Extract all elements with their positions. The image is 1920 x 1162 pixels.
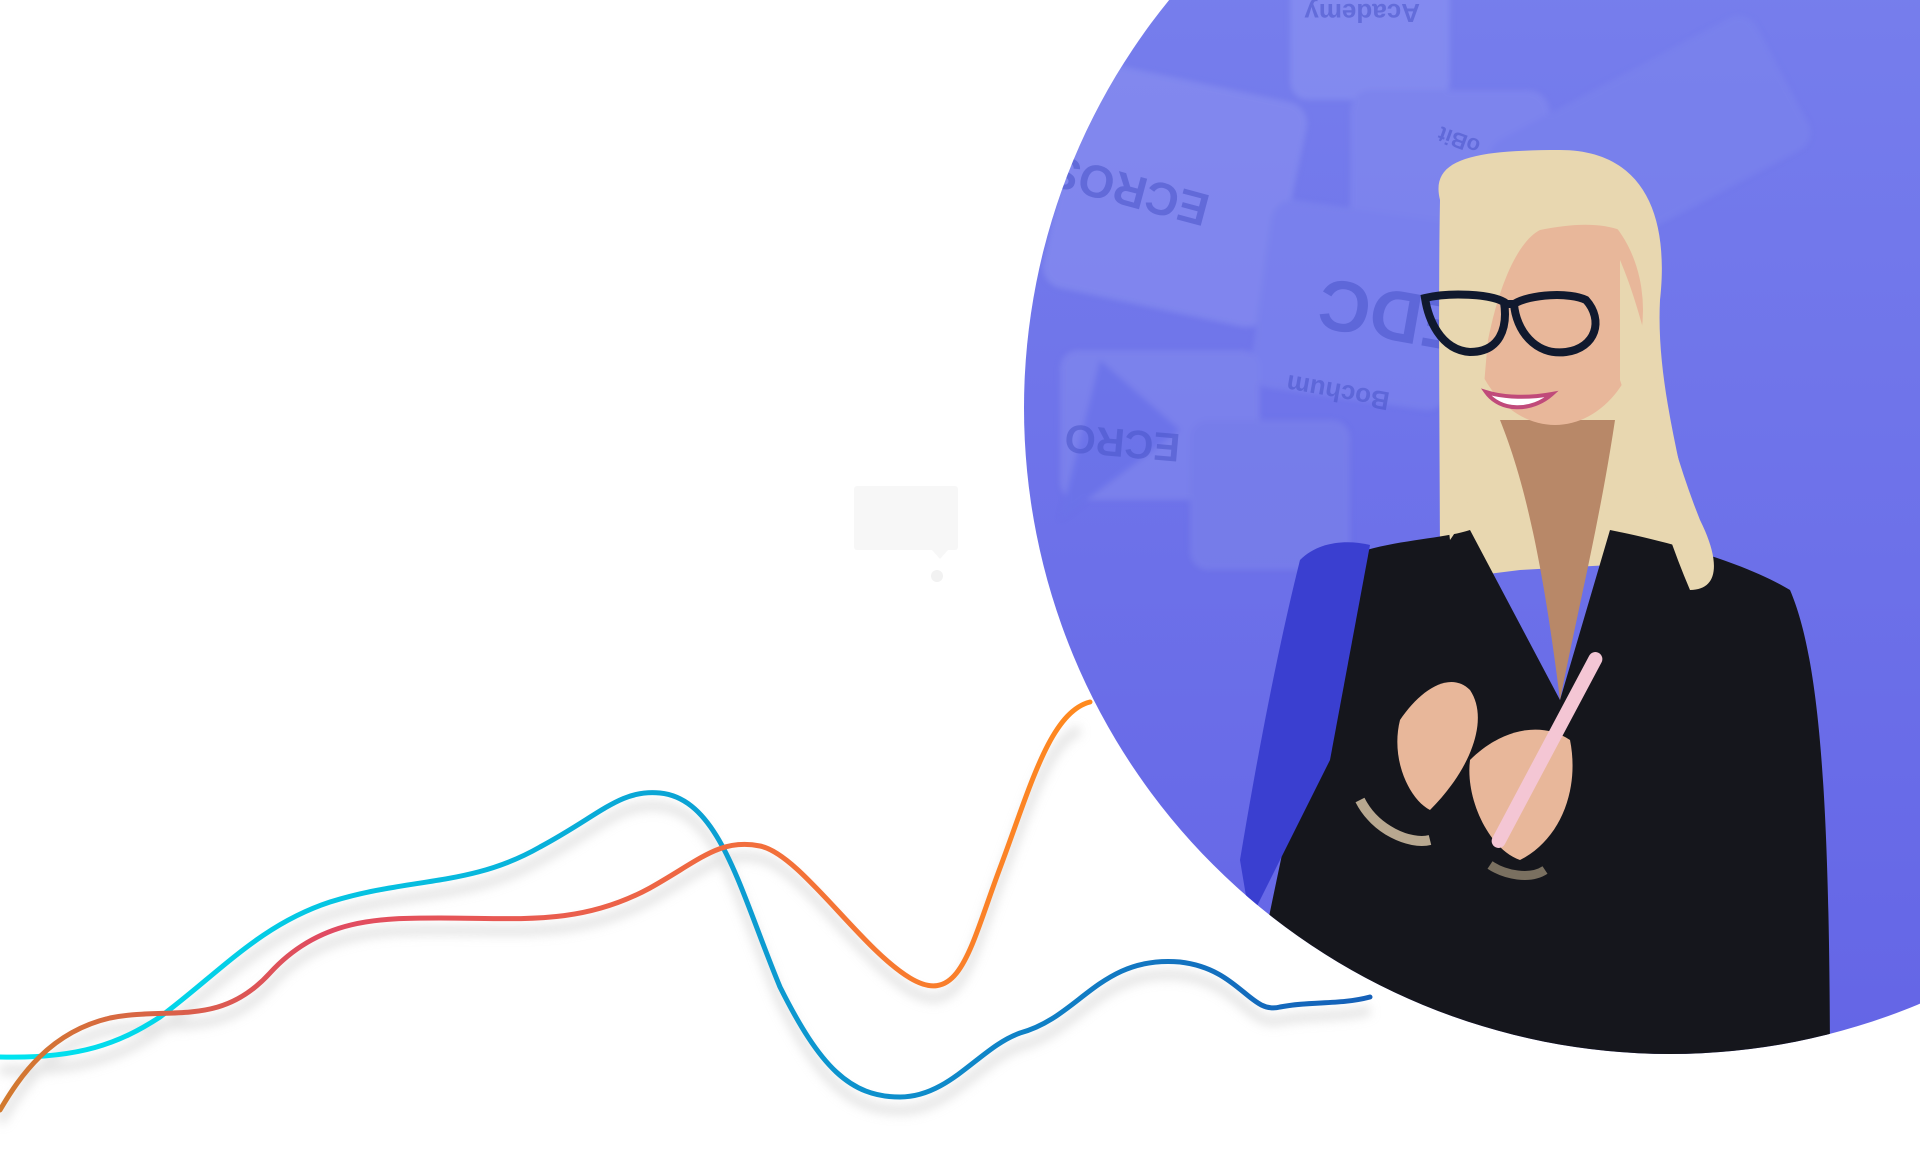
smile [1480, 388, 1559, 410]
side-screen [1240, 542, 1370, 920]
tooltip-dot [931, 570, 943, 582]
sign-academy: Academy [1304, 0, 1420, 28]
pink-pen [1491, 652, 1603, 848]
booth-backdrop [1042, 0, 1811, 570]
line-shadows [0, 725, 1372, 1125]
bracelet [1355, 797, 1432, 846]
speaker-figure [1240, 150, 1830, 1054]
hair-front [1445, 151, 1660, 540]
trend-line-cyan-blue [0, 790, 1373, 1100]
sign-ecro: ECRO [1063, 415, 1182, 469]
speech-bubble-icon [854, 486, 958, 559]
neckline [1500, 420, 1615, 700]
speaker-photo: Academy ECROS EDC Bochum ECRO oBit [1024, 0, 1920, 1054]
trend-line-orange-red [0, 699, 1093, 1113]
hair-strand [1620, 260, 1714, 590]
left-hand [1397, 681, 1478, 810]
watch [1487, 861, 1548, 880]
glasses [1420, 290, 1600, 357]
